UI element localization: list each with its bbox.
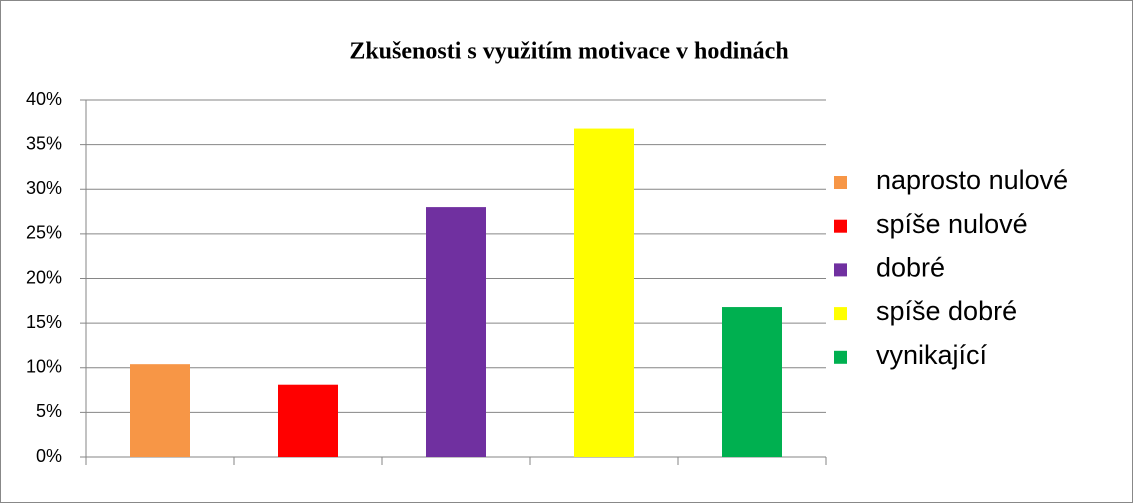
bar xyxy=(574,128,634,457)
legend-swatch xyxy=(834,176,847,189)
y-tick-label: 20% xyxy=(26,267,62,287)
chart-title: Zkušenosti s využitím motivace v hodinác… xyxy=(349,39,788,65)
bar xyxy=(278,384,338,457)
y-tick-label: 40% xyxy=(26,89,62,109)
legend-swatch xyxy=(834,219,847,233)
legend-label: spíše nulové xyxy=(876,209,1028,239)
y-tick-label: 5% xyxy=(36,401,62,421)
bar xyxy=(426,207,486,457)
legend-swatch xyxy=(834,350,847,364)
legend-label: naprosto nulové xyxy=(876,165,1068,195)
y-tick-label: 30% xyxy=(26,178,62,198)
legend-swatch xyxy=(834,307,847,321)
y-tick-label: 15% xyxy=(26,312,62,332)
legend-swatch xyxy=(834,263,847,277)
legend-label: vynikající xyxy=(876,340,988,370)
y-tick-label: 10% xyxy=(26,357,62,377)
bar xyxy=(130,364,190,457)
legend-label: spíše dobré xyxy=(876,296,1017,326)
y-tick-label: 25% xyxy=(26,223,62,243)
y-tick-label: 35% xyxy=(26,133,62,153)
y-tick-label: 0% xyxy=(36,446,62,466)
legend-label: dobré xyxy=(876,253,945,283)
bar xyxy=(722,307,782,457)
